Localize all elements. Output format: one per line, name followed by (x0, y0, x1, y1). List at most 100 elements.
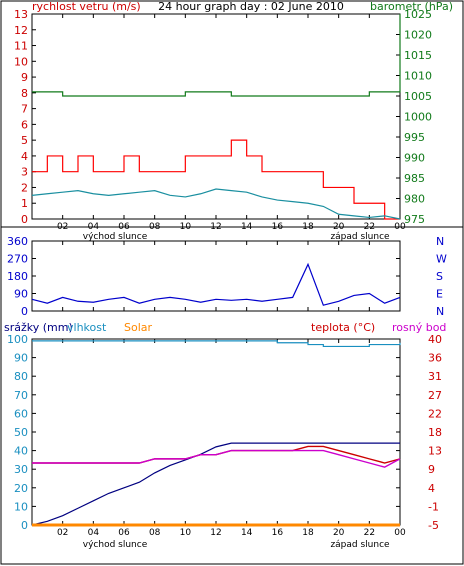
wind-xtick-label: 02 (57, 222, 68, 232)
pressure-ytick-right-label: 1005 (404, 90, 432, 103)
pressure-ytick-right-label: 1020 (404, 29, 432, 42)
temperature-ytick-right-label: 4 (428, 482, 435, 495)
pressure-ytick-right-label: 1010 (404, 70, 432, 83)
temp-xtick-label: 22 (364, 528, 375, 538)
pressure-ytick-right-label: 985 (404, 172, 425, 185)
direction-ytick-label: 0 (21, 305, 28, 318)
pressure-ytick-right-label: 995 (404, 131, 425, 144)
wind-xtick-label: 16 (272, 222, 284, 232)
humidity-ytick-label: 90 (14, 352, 28, 365)
compass-ytick-right-label: N (436, 235, 444, 248)
direction-ytick-label: 270 (7, 253, 28, 266)
legend-temperature: teplota (°C) (311, 321, 375, 334)
humidity-ytick-label: 60 (14, 407, 28, 420)
temp-xtick-label: 12 (210, 528, 221, 538)
pressure-ytick-right-label: 990 (404, 152, 425, 165)
wind-direction-line (31, 262, 401, 306)
wind-ytick-label: 5 (21, 134, 28, 147)
wind-xtick-label: 18 (302, 222, 314, 232)
temp-xtick-label: 10 (180, 528, 192, 538)
humidity-ytick-label: 70 (14, 389, 28, 402)
wind-average-line (31, 188, 401, 220)
temperature-panel-series (31, 340, 401, 527)
temperature-ytick-right-label: 13 (428, 445, 442, 458)
direction-ytick-label: 360 (7, 235, 28, 248)
wind-xtick-label: 04 (88, 222, 100, 232)
sunset-label: západ slunce (330, 232, 390, 242)
plot-frame-wind (31, 13, 401, 220)
direction-ytick-label: 90 (14, 288, 28, 301)
humidity-ytick-label: 40 (14, 445, 28, 458)
plot-frame-direction (31, 240, 401, 312)
temperature-ytick-right-label: 40 (428, 333, 442, 346)
humidity-ytick-label: 0 (21, 519, 28, 532)
chart-title: 24 hour graph day : 02 June 2010 (158, 0, 344, 13)
humidity-ytick-label: 80 (14, 370, 28, 383)
pressure-ytick-right-label: 980 (404, 193, 425, 206)
wind-xtick-label: 20 (333, 222, 345, 232)
wind-ytick-label: 7 (21, 103, 28, 116)
wind-ytick-label: 9 (21, 71, 28, 84)
pressure-line (32, 14, 401, 97)
sunrise-label-bottom: východ slunce (83, 540, 148, 550)
temp-xtick-label: 06 (118, 528, 130, 538)
temp-xtick-label: 14 (241, 528, 253, 538)
wind-xtick-label: 12 (210, 222, 221, 232)
temperature-ytick-right-label: 36 (428, 352, 442, 365)
wind-xtick-label: 10 (180, 222, 192, 232)
humidity-ytick-label: 100 (7, 333, 28, 346)
wind-axis-title: rychlost vetru (m/s) (32, 0, 141, 13)
temperature-ytick-right-label: -5 (428, 519, 439, 532)
temp-xtick-label: 04 (88, 528, 100, 538)
temp-xtick-label: 00 (394, 528, 406, 538)
humidity-ytick-label: 20 (14, 482, 28, 495)
humidity-ytick-label: 30 (14, 463, 28, 476)
legend-humidity: vlhkost (67, 321, 107, 334)
dewpoint-line (32, 449, 401, 468)
temp-xtick-label: 16 (272, 528, 284, 538)
wind-ytick-label: 8 (21, 87, 28, 100)
temperature-ytick-right-label: 18 (428, 426, 442, 439)
temperature-panel-axes: 02 04 06 08 10 12 14 16 18 20 22 000102030405060708… (7, 333, 442, 538)
pressure-ytick-right-label: 1015 (404, 49, 432, 62)
wind-ytick-label: 6 (21, 118, 28, 131)
temp-xtick-label: 20 (333, 528, 345, 538)
wind-ytick-label: 10 (14, 55, 28, 68)
temperature-ytick-right-label: 31 (428, 370, 442, 383)
temp-xtick-label: 08 (149, 528, 161, 538)
wind-xtick-label: 08 (149, 222, 161, 232)
pressure-axis-title: barometr (hPa) (370, 0, 453, 13)
legend-dewpoint: rosný bod (392, 321, 446, 334)
wind-xtick-label: 00 (394, 222, 406, 232)
sunset-label-bottom: západ slunce (330, 540, 390, 550)
sunrise-label: východ slunce (83, 232, 148, 242)
wind-xtick-label: 06 (118, 222, 130, 232)
wind-panel-axes: 02 04 06 08 10 12 14 16 18 20 22 000123456789101112… (14, 8, 432, 232)
wind-ytick-label: 12 (14, 24, 28, 37)
pressure-ytick-right-label: 1000 (404, 111, 432, 124)
compass-ytick-right-label: S (436, 270, 443, 283)
wind-ytick-label: 2 (21, 181, 28, 194)
wind-xtick-label: 14 (241, 222, 253, 232)
legend-solar: Solar (124, 321, 153, 334)
rain-line (31, 442, 400, 526)
wind-xtick-label: 22 (364, 222, 375, 232)
direction-panel-series (31, 262, 401, 306)
temp-xtick-label: 02 (57, 528, 68, 538)
wind-ytick-label: 1 (21, 197, 28, 210)
compass-ytick-right-label: W (436, 253, 447, 266)
wind-ytick-label: 13 (14, 8, 28, 21)
plot-frame-temperature (31, 338, 401, 526)
pressure-ytick-right-label: 1025 (404, 8, 432, 21)
temp-xtick-label: 18 (302, 528, 314, 538)
temperature-ytick-right-label: 9 (428, 463, 435, 476)
wind-ytick-label: 3 (21, 166, 28, 179)
legend-rain: srážky (mm) (4, 321, 73, 334)
compass-ytick-right-label: E (436, 288, 443, 301)
temperature-ytick-right-label: 27 (428, 389, 442, 402)
wind-ytick-label: 4 (21, 150, 28, 163)
